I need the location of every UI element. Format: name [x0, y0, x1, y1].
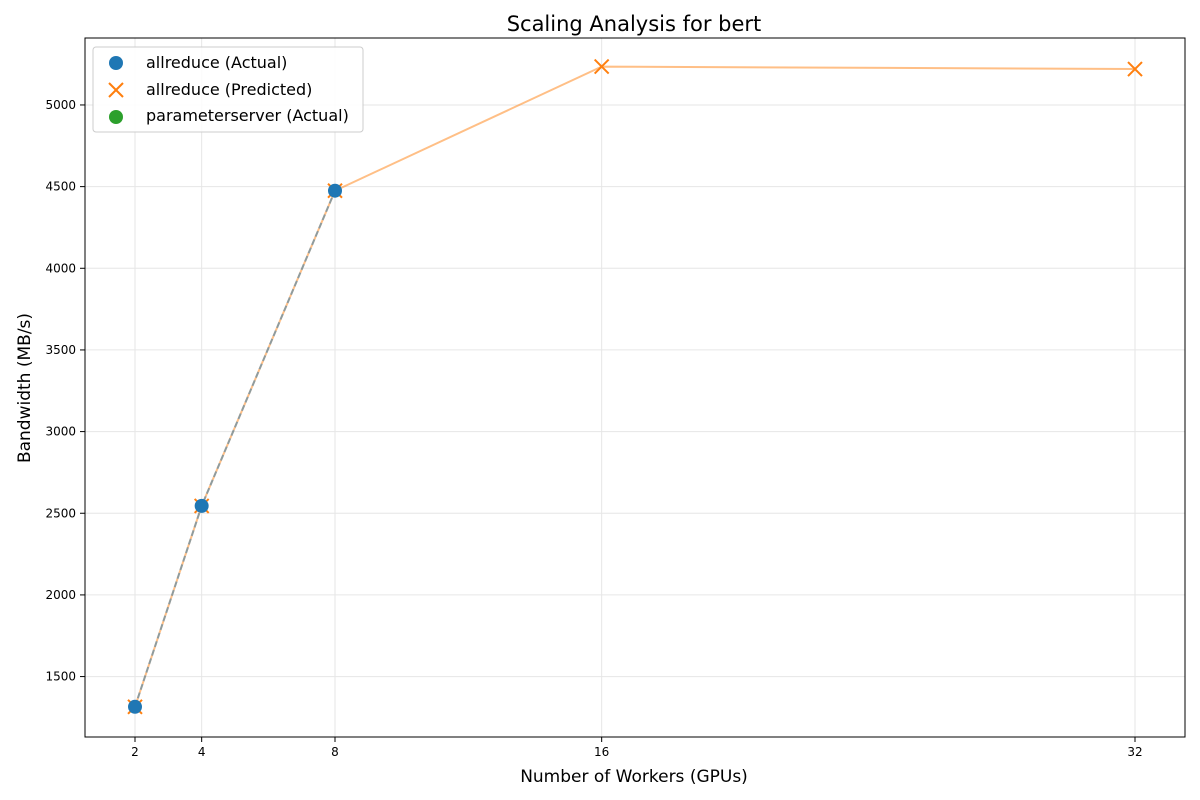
predicted-point: [1127, 61, 1143, 77]
legend-item-parameterserver: parameterserver (Actual): [109, 106, 349, 125]
x-tick-label: 2: [131, 745, 139, 759]
y-tick-label: 4000: [45, 261, 76, 275]
plot-frame: [84, 37, 1186, 738]
legend-marker-parameterserver: [109, 110, 123, 124]
y-axis-label: Bandwidth (MB/s): [15, 313, 35, 463]
actual-point: [194, 498, 209, 513]
legend: allreduce (Actual) allreduce (Predicted)…: [92, 46, 364, 133]
legend-label-actual: allreduce (Actual): [146, 53, 287, 72]
y-tick-label: 4500: [45, 180, 76, 194]
x-axis-ticks: 2 4 8 16 32: [131, 737, 1143, 759]
series-lines: [134, 65, 1136, 708]
x-tick-label: 4: [198, 745, 206, 759]
x-tick-label: 16: [594, 745, 609, 759]
predicted-point: [593, 58, 610, 75]
legend-item-predicted: allreduce (Predicted): [108, 80, 312, 99]
x-tick-label: 32: [1127, 745, 1142, 759]
chart-title: Scaling Analysis for bert: [507, 12, 762, 36]
y-tick-label: 2000: [45, 588, 76, 602]
y-tick-label: 3500: [45, 343, 76, 357]
grid-lines: [85, 38, 1185, 737]
actual-point: [328, 183, 342, 198]
legend-label-parameterserver: parameterserver (Actual): [146, 106, 349, 125]
y-axis-ticks: 1500 2000 2500 3000 3500 4000 4500 5000: [45, 98, 85, 684]
legend-marker-predicted: [108, 82, 124, 98]
legend-marker-actual: [109, 56, 123, 70]
x-axis-label: Number of Workers (GPUs): [520, 767, 748, 787]
legend-frame: [92, 46, 364, 133]
y-tick-label: 5000: [45, 98, 76, 112]
series-marks: [127, 58, 1143, 715]
y-tick-label: 1500: [45, 670, 76, 684]
y-tick-label: 2500: [45, 506, 76, 520]
x-tick-label: 8: [331, 745, 339, 759]
legend-item-actual: allreduce (Actual): [109, 53, 287, 72]
legend-label-predicted: allreduce (Predicted): [146, 80, 312, 99]
predicted-line: [134, 65, 1136, 708]
actual-point: [128, 699, 142, 714]
y-tick-label: 3000: [45, 425, 76, 439]
